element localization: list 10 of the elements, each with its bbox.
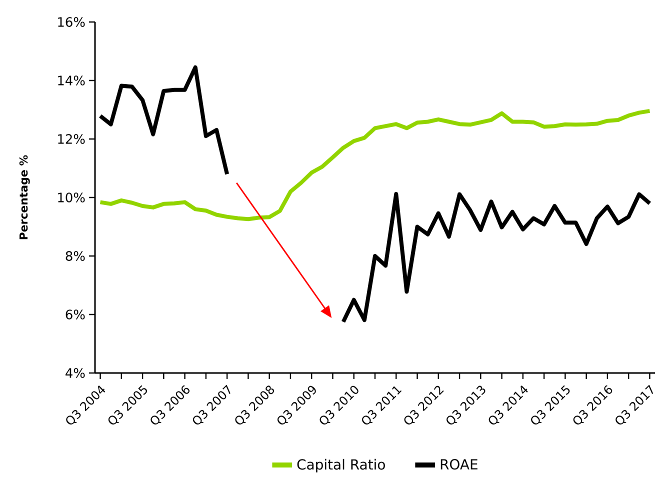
- legend-label: ROAE: [440, 459, 478, 470]
- y-tick-label: 6%: [66, 310, 85, 320]
- y-tick-label: 4%: [66, 368, 85, 378]
- legend-label: Capital Ratio: [297, 458, 385, 472]
- y-tick-label: 14%: [58, 76, 85, 86]
- y-tick-label: 12%: [58, 134, 85, 144]
- y-tick-label: 10%: [58, 192, 85, 202]
- y-axis-title: Percentage %: [19, 155, 30, 240]
- y-tick-label: 8%: [66, 251, 85, 261]
- y-tick-label: 16%: [58, 17, 85, 27]
